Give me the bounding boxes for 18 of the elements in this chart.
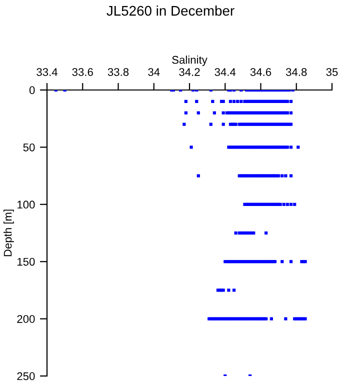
x-tick-label: 33.6 (72, 68, 93, 76)
x-tick-label: 34.4 (214, 68, 236, 76)
y-tick-label: 0 (29, 86, 35, 94)
y-axis-title: Depth [m] (4, 210, 14, 256)
x-tick-label: 34.6 (250, 68, 272, 76)
chart-title: JL5260 in December (106, 6, 234, 16)
y-tick-label: 150 (18, 258, 35, 266)
x-tick-label: 33.4 (36, 68, 58, 76)
x-tick-label: 34.8 (286, 68, 307, 76)
x-tick-label: 34 (148, 68, 160, 76)
y-tick-label: 250 (17, 372, 35, 380)
x-tick-label: 34.2 (179, 68, 200, 76)
x-tick-label: 33.8 (108, 68, 129, 76)
x-axis-title: Salinity (172, 56, 208, 66)
y-tick-label: 200 (17, 315, 35, 323)
x-tick-label: 35 (326, 68, 338, 76)
y-tick-label: 50 (23, 143, 35, 152)
y-tick-label: 100 (18, 200, 35, 209)
